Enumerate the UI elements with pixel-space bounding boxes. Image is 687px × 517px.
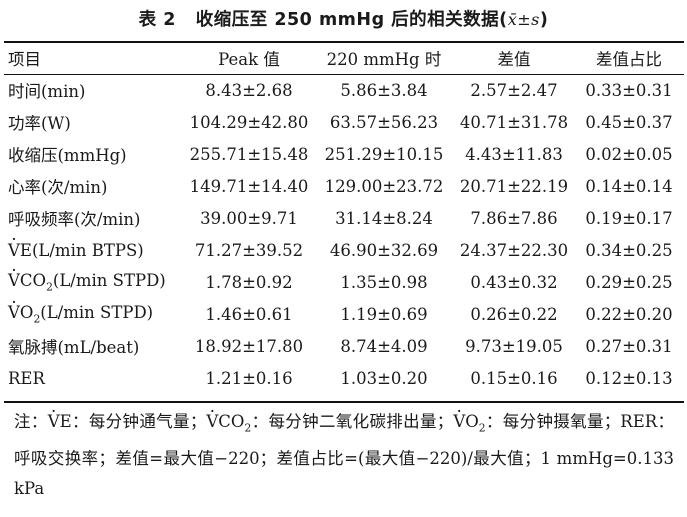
table-row: 呼吸频率(次/min) 39.00±9.71 31.14±8.24 7.86±7… xyxy=(4,202,684,234)
ratio-cell: 0.02±0.05 xyxy=(585,144,673,164)
at220-cell: 8.74±4.09 xyxy=(340,336,428,356)
note-vco2-label: CO xyxy=(218,412,245,431)
diff-cell: 7.86±7.86 xyxy=(470,208,558,228)
table-row: VE(L/min BTPS) 71.27±39.52 46.90±32.69 2… xyxy=(4,234,684,266)
row-label: 心率(次/min) xyxy=(8,178,108,197)
table-row: VO2(L/min STPD) 1.46±0.61 1.19±0.69 0.26… xyxy=(4,298,684,330)
diff-cell: 20.71±22.19 xyxy=(459,176,569,196)
diff-cell: 40.71±31.78 xyxy=(459,112,569,132)
ratio-cell: 0.45±0.37 xyxy=(585,112,673,132)
table-row: 功率(W) 104.29±42.80 63.57±56.23 40.71±31.… xyxy=(4,106,684,138)
v-dot-symbol: V xyxy=(48,407,60,438)
column-header-peak: Peak 值 xyxy=(218,50,280,69)
row-label-unit: (L/min STPD) xyxy=(40,302,154,322)
table-caption: 表 2 收缩压至 250 mmHg 后的相关数据(x̄±s) xyxy=(0,6,687,31)
peak-cell: 8.43±2.68 xyxy=(205,80,293,100)
diff-cell: 0.43±0.32 xyxy=(470,272,558,292)
table-label: 表 2 xyxy=(138,10,176,30)
row-label: VE(L/min BTPS) xyxy=(4,234,184,266)
ratio-cell: 0.34±0.25 xyxy=(585,240,673,260)
row-label: 氧脉搏(mL/beat) xyxy=(8,338,140,357)
caption-close: ) xyxy=(539,10,549,30)
note-vco2-def: ：每分钟二氧化碳排出量； xyxy=(251,412,454,431)
table-title: 收缩压至 250 mmHg 后的相关数据( xyxy=(195,10,508,30)
top-rule xyxy=(4,41,684,43)
mean-sd-symbol: x̄±s xyxy=(507,10,540,29)
row-label-subscript: 2 xyxy=(46,280,53,294)
at220-cell: 5.86±3.84 xyxy=(340,80,428,100)
note-rest: RER：呼吸交换率；差值=最大值−220；差值占比=(最大值−220)/最大值；… xyxy=(14,412,675,499)
at220-cell: 1.35±0.98 xyxy=(340,272,428,292)
column-header-220: 220 mmHg 时 xyxy=(326,50,442,69)
table-row: 心率(次/min) 149.71±14.40 129.00±23.72 20.7… xyxy=(4,170,684,202)
diff-cell: 24.37±22.30 xyxy=(459,240,569,260)
column-header-diff: 差值 xyxy=(497,50,531,69)
at220-cell: 46.90±32.69 xyxy=(329,240,439,260)
peak-cell: 149.71±14.40 xyxy=(189,176,309,196)
table-row: 收缩压(mmHg) 255.71±15.48 251.29±10.15 4.43… xyxy=(4,138,684,170)
peak-cell: 39.00±9.71 xyxy=(200,208,298,228)
at220-cell: 1.03±0.20 xyxy=(340,368,428,388)
ratio-cell: 0.19±0.17 xyxy=(585,208,673,228)
diff-cell: 4.43±11.83 xyxy=(465,144,563,164)
at220-cell: 63.57±56.23 xyxy=(329,112,439,132)
row-label-subscript: 2 xyxy=(33,312,41,326)
ratio-cell: 0.22±0.20 xyxy=(585,304,673,324)
ratio-cell: 0.33±0.31 xyxy=(585,80,673,100)
column-header-ratio: 差值占比 xyxy=(596,50,662,69)
peak-cell: 255.71±15.48 xyxy=(189,144,309,164)
table-row: 时间(min) 8.43±2.68 5.86±3.84 2.57±2.47 0.… xyxy=(4,74,684,106)
row-label: 收缩压(mmHg) xyxy=(8,146,127,165)
row-label: RER xyxy=(8,368,45,388)
note-vo2-label: O xyxy=(465,412,479,431)
bottom-rule xyxy=(4,401,684,403)
diff-cell: 9.73±19.05 xyxy=(465,336,563,356)
at220-cell: 1.19±0.69 xyxy=(340,304,428,324)
v-dot-symbol: V xyxy=(8,303,20,322)
ratio-cell: 0.29±0.25 xyxy=(585,272,673,292)
diff-cell: 0.15±0.16 xyxy=(470,368,558,388)
v-dot-symbol: V xyxy=(8,271,20,290)
v-dot-symbol: V xyxy=(8,241,20,260)
note-subscript: 2 xyxy=(244,421,252,435)
at220-cell: 251.29±10.15 xyxy=(324,144,444,164)
table-row: RER 1.21±0.16 1.03±0.20 0.15±0.16 0.12±0… xyxy=(4,362,684,394)
note-subscript: 2 xyxy=(478,421,486,435)
table-row: VCO2(L/min STPD) 1.78±0.92 1.35±0.98 0.4… xyxy=(4,266,684,298)
note-ve: E：每分钟通气量； xyxy=(59,412,207,431)
table-footnote: 注：VE：每分钟通气量；VCO2：每分钟二氧化碳排出量；VO2：每分钟摄氧量；R… xyxy=(14,407,674,505)
at220-cell: 129.00±23.72 xyxy=(324,176,444,196)
at220-cell: 31.14±8.24 xyxy=(335,208,433,228)
peak-cell: 1.46±0.61 xyxy=(205,304,293,324)
diff-cell: 2.57±2.47 xyxy=(470,80,558,100)
data-table: 项目 Peak 值 220 mmHg 时 差值 差值占比 时间(min) 8.4… xyxy=(4,42,684,394)
ratio-cell: 0.27±0.31 xyxy=(585,336,673,356)
diff-cell: 0.26±0.22 xyxy=(470,304,558,324)
peak-cell: 18.92±17.80 xyxy=(194,336,304,356)
column-header-item: 项目 xyxy=(8,50,41,69)
row-label: 呼吸频率(次/min) xyxy=(8,210,141,229)
note-vo2-def: ：每分钟摄氧量； xyxy=(485,412,621,431)
header-row: 项目 Peak 值 220 mmHg 时 差值 差值占比 xyxy=(4,42,684,74)
v-dot-symbol: V xyxy=(206,407,218,438)
peak-cell: 71.27±39.52 xyxy=(194,240,304,260)
row-label: VO2(L/min STPD) xyxy=(4,298,184,330)
row-label-text: O xyxy=(19,302,34,322)
ratio-cell: 0.12±0.13 xyxy=(585,368,673,388)
row-label: 时间(min) xyxy=(8,82,86,101)
row-label: VCO2(L/min STPD) xyxy=(4,266,184,298)
row-label-unit: (L/min STPD) xyxy=(52,270,166,290)
row-label-text: CO xyxy=(19,270,47,290)
v-dot-symbol: V xyxy=(453,407,465,438)
peak-cell: 1.21±0.16 xyxy=(205,368,293,388)
row-label-text: E(L/min BTPS) xyxy=(19,240,144,260)
row-label: 功率(W) xyxy=(8,114,71,133)
note-prefix: 注： xyxy=(14,412,48,431)
peak-cell: 1.78±0.92 xyxy=(205,272,293,292)
table-row: 氧脉搏(mL/beat) 18.92±17.80 8.74±4.09 9.73±… xyxy=(4,330,684,362)
ratio-cell: 0.14±0.14 xyxy=(585,176,673,196)
peak-cell: 104.29±42.80 xyxy=(189,112,309,132)
header-rule xyxy=(4,74,684,75)
